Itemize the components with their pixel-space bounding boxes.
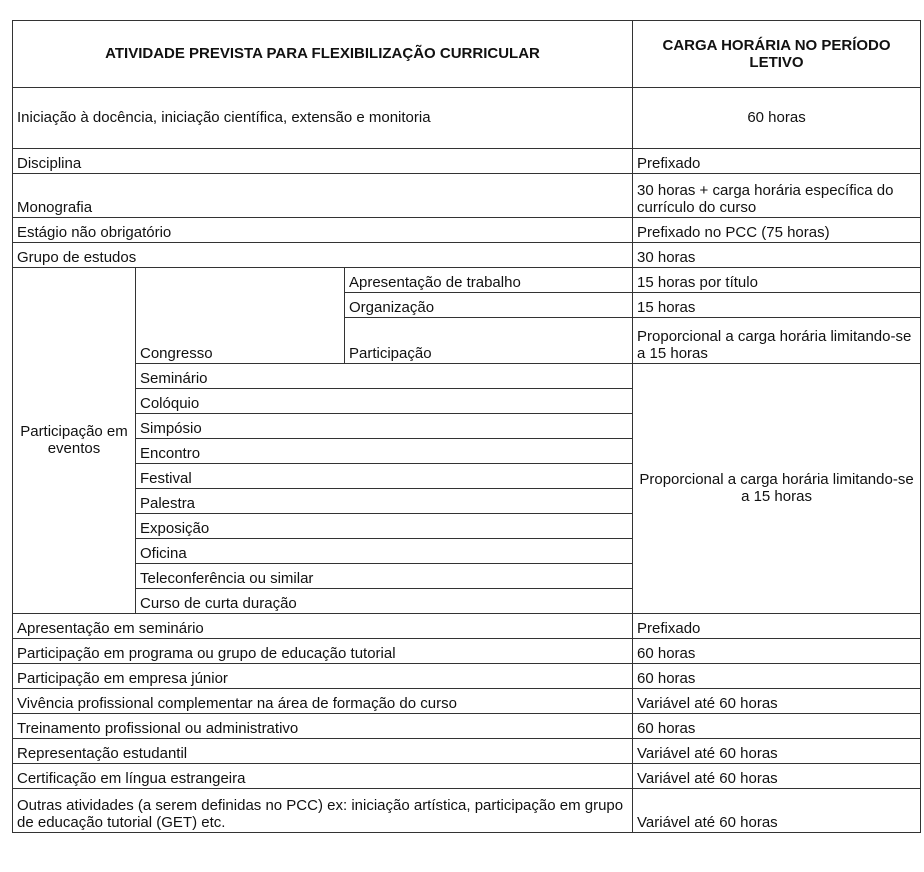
activity-cell: Participação em programa ou grupo de edu… [11,638,634,664]
hours-cell: Prefixado [632,613,922,639]
table-row: Oficina [13,538,921,564]
hours-cell: Variável até 60 horas [632,763,922,789]
events-label: Participação em eventos [12,267,136,614]
hours-cell: Prefixado [632,148,922,174]
table-row: Organização 15 horas [13,292,922,318]
hours-cell: Variável até 60 horas [632,688,922,714]
activity-cell: Vivência profissional complementar na ár… [11,688,634,714]
table-row: Vivência profissional complementar na ár… [11,688,922,714]
event-type-cell: Simpósio [134,413,634,439]
table-row: Participação em eventos Congresso Aprese… [12,267,922,614]
table-row: Monografia 30 horas + carga horária espe… [11,173,922,218]
table-row: Certificação em língua estrangeira Variá… [11,763,922,789]
activity-cell: Monografia [11,173,634,218]
header-row: ATIVIDADE PREVISTA PARA FLEXIBILIZAÇÃO C… [11,20,922,88]
table-row: Encontro [13,438,921,464]
activity-cell: Participação em empresa júnior [11,663,634,689]
event-type-cell: Curso de curta duração [134,588,634,614]
event-type-cell: Teleconferência ou similar [134,563,634,589]
table-row: Seminário Proporcional a carga horária l… [13,363,922,614]
event-type-cell: Festival [134,463,634,489]
table-row: Outras atividades (a serem definidas no … [11,788,922,833]
hours-cell: 60 horas [632,663,922,689]
table-row: Iniciação à docência, iniciação científi… [11,87,922,149]
table-row: Apresentação em seminário Prefixado [11,613,922,639]
activity-cell: Representação estudantil [11,738,634,764]
activity-cell: Iniciação à docência, iniciação científi… [11,87,634,149]
activity-cell: Outras atividades (a serem definidas no … [11,788,634,833]
table-row: Exposição [13,513,921,539]
activity-cell: Treinamento profissional ou administrati… [11,713,634,739]
event-type-cell: Encontro [134,438,634,464]
hours-cell: 60 horas [632,87,922,149]
activity-cell: Disciplina [11,148,634,174]
header-hours: CARGA HORÁRIA NO PERÍODO LETIVO [632,20,922,88]
activity-cell: Participação [343,317,634,364]
hours-cell: 15 horas por título [632,267,922,293]
event-type-cell: Oficina [134,538,634,564]
event-type-cell: Seminário [134,363,634,389]
hours-cell: 30 horas [632,242,922,268]
table-row: Estágio não obrigatório Prefixado no PCC… [11,217,922,243]
hours-cell: 60 horas [632,713,922,739]
hours-cell: 30 horas + carga horária específica do c… [632,173,922,218]
hours-cell: Prefixado no PCC (75 horas) [632,217,922,243]
hours-cell: 15 horas [632,292,922,318]
table-row: Teleconferência ou similar [13,563,921,589]
activity-cell: Organização [343,292,634,318]
activity-cell: Certificação em língua estrangeira [11,763,634,789]
hours-cell: Proporcional a carga horária limitando-s… [632,317,922,364]
table-row: Participação em empresa júnior 60 horas [11,663,922,689]
header-activity: ATIVIDADE PREVISTA PARA FLEXIBILIZAÇÃO C… [11,20,634,88]
table-row: Treinamento profissional ou administrati… [11,713,922,739]
table-row: Disciplina Prefixado [11,148,922,174]
event-type-cell: Colóquio [134,388,634,414]
table-row: Grupo de estudos 30 horas [11,242,922,268]
activity-cell: Apresentação em seminário [11,613,634,639]
activity-cell: Grupo de estudos [11,242,634,268]
congress-label: Congresso [135,267,345,364]
table-row: Representação estudantil Variável até 60… [11,738,922,764]
table-row: Participação em programa ou grupo de edu… [11,638,922,664]
hours-cell: 60 horas [632,638,922,664]
curricular-flexibility-table: ATIVIDADE PREVISTA PARA FLEXIBILIZAÇÃO C… [11,20,922,833]
table-row: Participação Proporcional a carga horári… [13,317,922,364]
activity-cell: Estágio não obrigatório [11,217,634,243]
events-hours-cell: Proporcional a carga horária limitando-s… [632,363,922,614]
event-type-cell: Exposição [134,513,634,539]
activity-cell: Apresentação de trabalho [343,267,634,293]
hours-cell: Variável até 60 horas [632,788,922,833]
event-type-cell: Palestra [134,488,634,514]
hours-cell: Variável até 60 horas [632,738,922,764]
